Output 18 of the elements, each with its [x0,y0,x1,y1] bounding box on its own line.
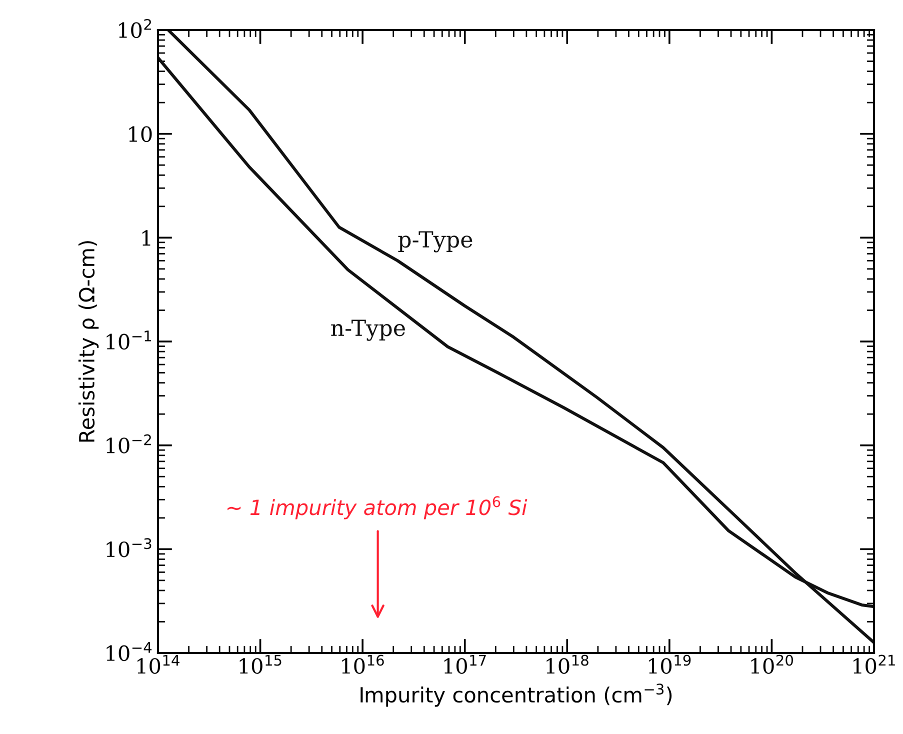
annotation: ~ 1 impurity atom per 10$^{6}$ Si [228,496,528,520]
y-tick-label: 10$^{−2}$ [106,434,151,454]
y-tick-label: 10$^{−1}$ [106,330,152,350]
y-axis-title: Resistivity ρ (Ω-cm) [78,241,99,442]
x-axis-title: Impurity concentration (cm$^{−3}$) [360,684,672,707]
x-tick-label: 10$^{20}$ [751,654,793,674]
x-tick-label: 10$^{19}$ [648,654,691,674]
y-tick-label: 10 [129,126,152,142]
series-label: n-Type [331,320,405,341]
y-tick-label: 10$^{−3}$ [106,538,152,558]
y-tick-label: 10$^{2}$ [119,18,151,38]
x-tick-label: 10$^{16}$ [342,654,384,674]
series-label: p-Type [398,231,472,252]
x-tick-label: 10$^{17}$ [444,654,486,674]
y-tick-label: 1 [142,230,150,246]
x-tick-label: 10$^{18}$ [546,654,588,674]
x-tick-label: 10$^{15}$ [240,654,282,674]
x-tick-label: 10$^{21}$ [854,654,895,674]
